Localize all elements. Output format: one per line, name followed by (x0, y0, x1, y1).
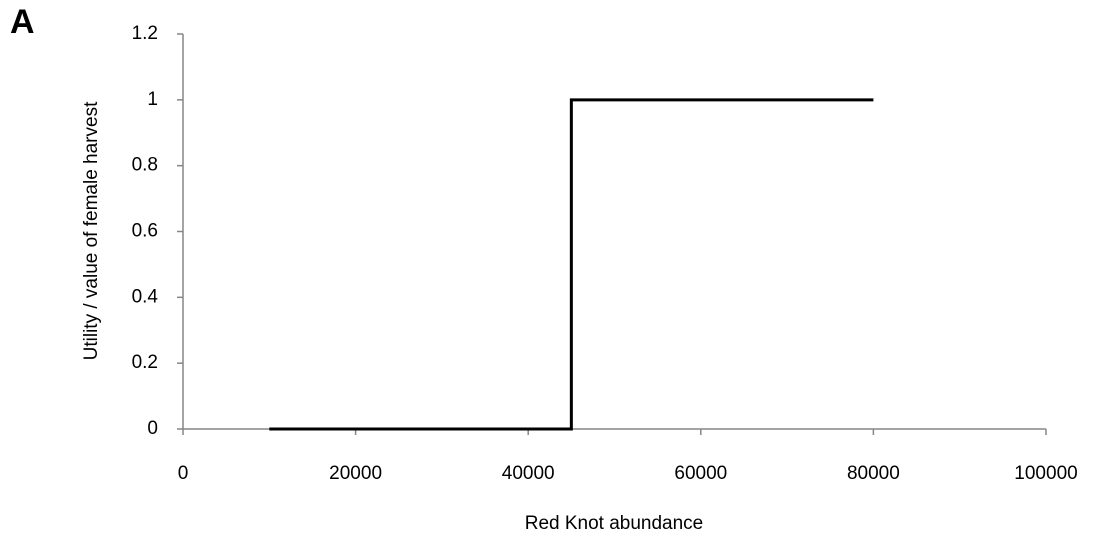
y-axis-label: Utility / value of female harvest (81, 101, 102, 360)
y-tick-label: 0.4 (132, 286, 159, 307)
y-tick-label: 0.6 (132, 221, 158, 242)
x-tick-label: 100000 (1014, 463, 1077, 484)
y-tick-label: 1.2 (132, 23, 158, 44)
x-tick-label: 40000 (502, 463, 555, 484)
x-tick-label: 60000 (674, 463, 727, 484)
line (269, 98, 874, 431)
x-tick-label: 80000 (847, 463, 900, 484)
x-tick-label: 0 (178, 463, 189, 484)
y-tick-label: 0.2 (132, 352, 158, 373)
x-axis-label: Red Knot abundance (525, 513, 704, 534)
y-tick-label: 1 (147, 89, 158, 110)
x-tick-label: 20000 (329, 463, 382, 484)
panel-label: A (10, 3, 35, 41)
y-tick-label: 0 (147, 418, 158, 439)
y-tick-label: 0.8 (132, 155, 158, 176)
